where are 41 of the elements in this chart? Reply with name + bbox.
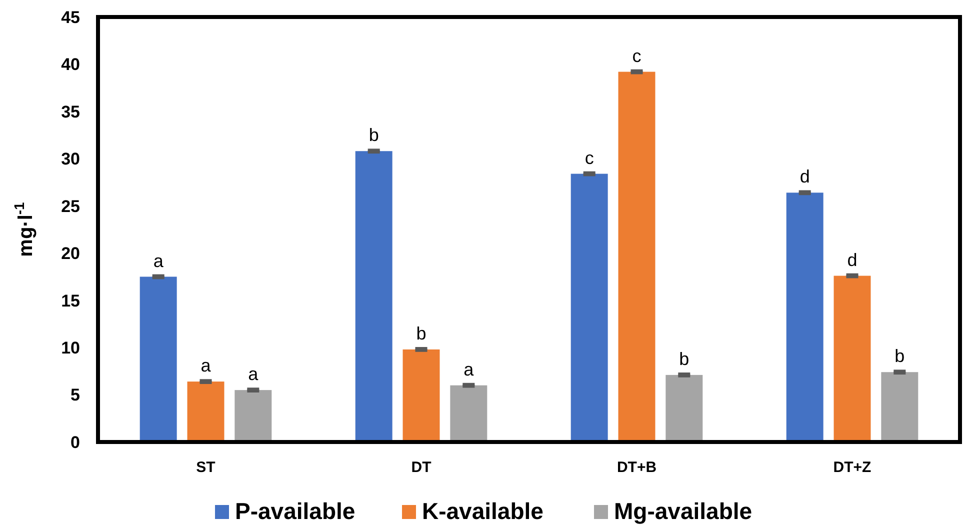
bar: [786, 192, 824, 442]
y-tick-label: 15: [61, 291, 80, 310]
x-tick-label: ST: [196, 459, 216, 476]
y-tick-label: 0: [70, 432, 80, 452]
data-label: c: [584, 148, 594, 168]
data-label: d: [800, 166, 810, 187]
data-label: b: [894, 346, 905, 366]
bar: [450, 385, 488, 442]
bar: [881, 372, 918, 442]
bar: [666, 374, 703, 442]
data-label: a: [248, 364, 260, 384]
bar: [140, 276, 177, 442]
y-tick-label: 40: [61, 55, 80, 74]
bar: [570, 174, 608, 442]
y-tick-label: 35: [61, 102, 80, 122]
y-tick-label: 30: [61, 150, 80, 169]
data-label: c: [632, 46, 642, 66]
bar: [834, 276, 871, 442]
x-tick-label: DT: [411, 459, 432, 476]
y-tick-label: 45: [61, 8, 80, 27]
bar: [187, 382, 224, 442]
data-label: b: [368, 125, 379, 146]
y-tick-label: 25: [61, 196, 80, 216]
legend-label: Mg-available: [614, 498, 752, 524]
y-tick-label: 5: [70, 386, 80, 405]
y-tick-label: 20: [61, 244, 80, 264]
legend-label: K-available: [422, 498, 544, 524]
legend-label: P-available: [235, 498, 356, 524]
data-label: a: [200, 356, 212, 376]
data-label: b: [416, 324, 426, 344]
data-label: b: [679, 349, 690, 369]
data-label: a: [464, 359, 475, 380]
x-tick-label: DT+B: [616, 459, 657, 476]
data-label: a: [153, 250, 164, 271]
data-label: d: [847, 250, 858, 270]
bar: [618, 72, 656, 442]
bar: [355, 151, 392, 442]
x-tick-label: DT+Z: [833, 459, 872, 476]
bar: [402, 349, 440, 442]
y-tick-label: 10: [61, 338, 80, 358]
bar: [234, 390, 272, 442]
